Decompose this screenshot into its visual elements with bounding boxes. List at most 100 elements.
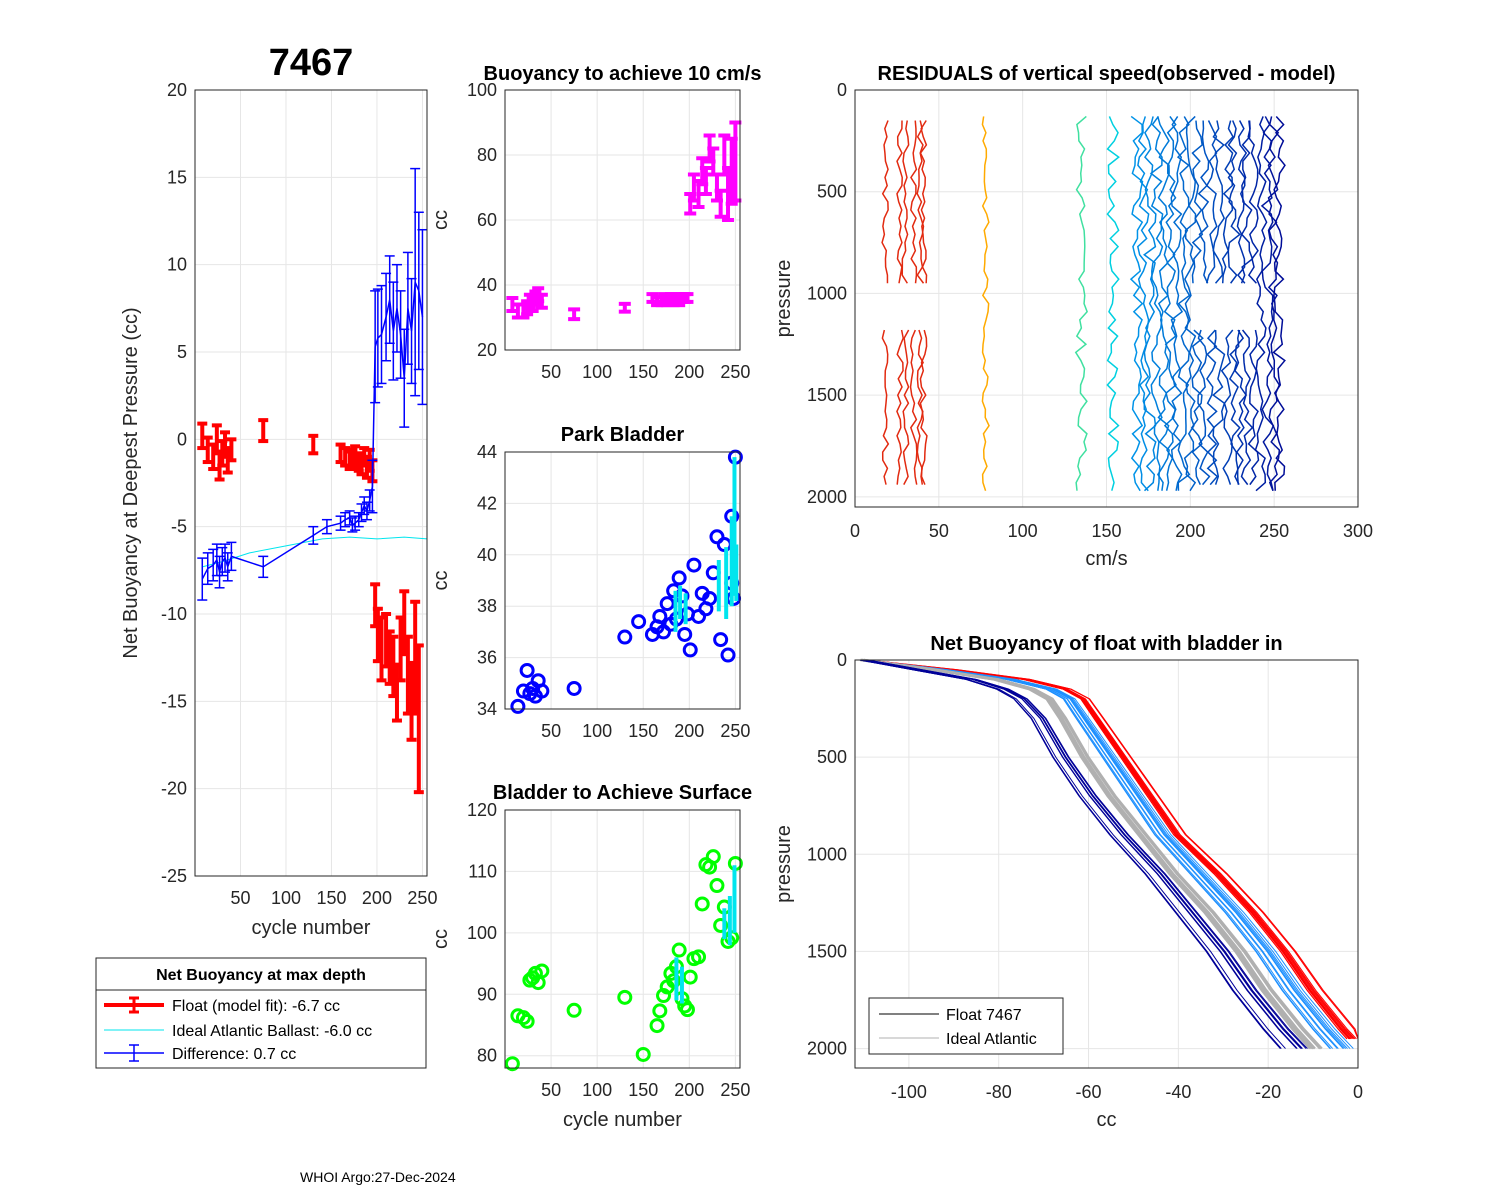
- data-point: [510, 698, 526, 714]
- errorbar-point: [413, 643, 424, 795]
- x-tick-label: 200: [674, 1080, 704, 1100]
- x-axis-label: cycle number: [252, 917, 371, 939]
- data-point: [713, 632, 729, 648]
- errorbar-point: [618, 301, 631, 314]
- x-tick-label: 200: [362, 888, 392, 908]
- x-tick-label: -100: [891, 1082, 927, 1102]
- errorbar-point: [321, 518, 332, 535]
- data-point: [694, 896, 710, 912]
- y-tick-label: 5: [177, 342, 187, 362]
- axes-layer: 50 100 150 200 25020151050-5-10-15-20-25cycl…: [120, 63, 1373, 1131]
- residual-profile: [1149, 116, 1164, 491]
- errorbar-point: [258, 418, 269, 444]
- y-tick-label: 1000: [807, 283, 847, 303]
- x-tick-label: 100: [582, 721, 612, 741]
- y-tick-label: 80: [477, 1046, 497, 1066]
- residual-profile: [902, 329, 910, 485]
- residual-profile: [1163, 116, 1177, 491]
- axes-frame: [504, 89, 741, 351]
- data-point: [617, 989, 633, 1005]
- errorbar-point: [197, 421, 208, 451]
- x-tick-label: 50: [230, 888, 250, 908]
- legend-profile-ideal: Ideal Atlantic: [946, 1031, 1037, 1048]
- panel-net_buoyancy_profile: -100 -80 -60 -40 -20 0 0 500 1000 1500 2000 Net Buo…: [773, 633, 1363, 1131]
- x-tick-label: -60: [1076, 1082, 1102, 1102]
- y-tick-label: -10: [161, 604, 187, 624]
- residual-profile: [981, 116, 990, 491]
- residual-profile: [1212, 330, 1226, 485]
- x-tick-label: 50: [541, 362, 561, 382]
- x-tick-label: 150: [628, 362, 658, 382]
- data-point: [617, 629, 633, 645]
- x-tick-label: 0: [850, 521, 860, 541]
- legend-title: Net Buoyancy at max depth: [156, 967, 366, 984]
- data-point: [631, 614, 647, 630]
- legend-net-buoyancy: Net Buoyancy at max depth Float (model f…: [95, 957, 427, 1069]
- residual-profile: [1074, 115, 1088, 491]
- data-point: [705, 849, 721, 865]
- profile-line: [865, 659, 1303, 1049]
- residual-profile: [916, 120, 925, 284]
- profile-line: [866, 659, 1359, 1040]
- errorbar-point: [699, 166, 712, 196]
- panel-bladder_surface: 50 100 150 200 250 120 110 100 90 80 Bladder to Ac…: [430, 782, 752, 1131]
- y-tick-label: -25: [161, 866, 187, 886]
- residual-profile: [881, 120, 889, 284]
- residual-profile: [1212, 120, 1226, 284]
- residual-profile: [1129, 115, 1144, 492]
- profile-line: [859, 659, 1281, 1049]
- residual-profile: [1197, 329, 1211, 486]
- errorbar-point: [308, 525, 319, 545]
- y-tick-label: -15: [161, 691, 187, 711]
- axes-frame: [194, 89, 428, 877]
- y-tick-label: 20: [167, 80, 187, 100]
- errorbar-point: [681, 292, 694, 304]
- residual-profile: [901, 120, 910, 284]
- profile-line: [864, 659, 1348, 1049]
- y-tick-label: 0: [177, 429, 187, 449]
- errorbar-point: [410, 167, 421, 397]
- y-axis-label: cc: [430, 210, 452, 230]
- data-point: [671, 570, 687, 586]
- legend-profile-float: Float 7467: [946, 1007, 1022, 1024]
- residual-profile: [1247, 329, 1260, 486]
- x-tick-label: 200: [1175, 521, 1205, 541]
- profile-line: [860, 658, 1311, 1050]
- data-point: [709, 529, 725, 545]
- plot-marks: [197, 167, 428, 795]
- x-axis-label: cm/s: [1085, 548, 1127, 570]
- errorbar-point: [367, 459, 378, 514]
- y-tick-label: 0: [837, 80, 847, 100]
- residual-profile: [1254, 116, 1268, 492]
- x-tick-label: 0: [1353, 1082, 1363, 1102]
- chart-title: Park Bladder: [561, 424, 685, 446]
- panel-park_bladder: 50 100 150 200 250 44 42 40 38 36 34 Park Bladder cc: [430, 424, 750, 741]
- y-axis-label: Net Buoyancy at Deepest Pressure (cc): [120, 307, 142, 658]
- y-tick-label: -20: [161, 779, 187, 799]
- x-tick-label: 100: [582, 1080, 612, 1100]
- data-point: [649, 1018, 665, 1034]
- residual-profile: [1220, 329, 1234, 485]
- residual-profile: [1136, 116, 1150, 492]
- y-tick-label: 10: [167, 255, 187, 275]
- plot-marks: [859, 658, 1359, 1050]
- residual-profile: [896, 329, 904, 485]
- y-tick-label: 38: [477, 596, 497, 616]
- residual-profile: [1170, 116, 1184, 491]
- data-point: [652, 608, 668, 624]
- y-tick-label: 120: [467, 800, 497, 820]
- legend-entry-float: Float (model fit): -6.7 cc: [172, 998, 340, 1015]
- data-point: [686, 557, 702, 573]
- x-tick-label: 200: [674, 362, 704, 382]
- residual-profile: [919, 120, 928, 284]
- axes-frame: [854, 659, 1359, 1069]
- legend-swatch-float: [104, 996, 164, 1014]
- y-tick-label: 42: [477, 493, 497, 513]
- legend-swatch-difference: [104, 1044, 164, 1062]
- residual-profile: [1176, 116, 1191, 491]
- errorbar-point: [226, 541, 237, 572]
- y-tick-label: 100: [467, 80, 497, 100]
- x-tick-label: 150: [1091, 521, 1121, 541]
- x-tick-label: -40: [1165, 1082, 1191, 1102]
